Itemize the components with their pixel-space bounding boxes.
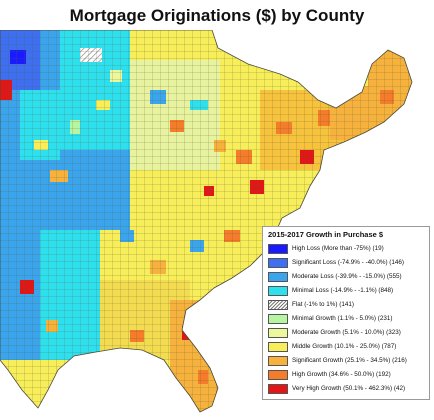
legend-swatch: [268, 341, 288, 352]
legend-item-minimal-growth: Minimal Growth (1.1% - 5.0%) (231): [268, 313, 392, 324]
county-map: [0, 30, 413, 413]
legend-swatch: [268, 327, 288, 338]
legend-swatch: [268, 257, 288, 268]
legend-swatch: [268, 243, 288, 254]
legend-swatch: [268, 369, 288, 380]
legend-item-moderate-growth: Moderate Growth (5.1% - 10.0%) (323): [268, 327, 401, 338]
legend-label: Flat (-1% to 1%) (141): [292, 301, 354, 308]
legend-label: Minimal Loss (-14.9% - -1.1%) (848): [292, 287, 394, 294]
legend-label: Very High Growth (50.1% - 462.3%) (42): [292, 385, 406, 392]
legend-item-flat: Flat (-1% to 1%) (141): [268, 299, 354, 310]
legend-label: High Loss (More than -75%) (19): [292, 245, 384, 252]
legend-label: Moderate Loss (-39.9% - -15.0%) (555): [292, 273, 402, 280]
legend-item-high-growth: High Growth (34.6% - 50.0%) (192): [268, 369, 391, 380]
legend-label: Moderate Growth (5.1% - 10.0%) (323): [292, 329, 401, 336]
legend-title: 2015-2017 Growth in Purchase $: [268, 230, 384, 239]
legend-swatch: [268, 355, 288, 366]
legend-swatch: [268, 285, 288, 296]
legend-label: Significant Growth (25.1% - 34.5%) (216): [292, 357, 407, 364]
legend-swatch-hatched: [268, 299, 288, 310]
legend-item-significant-loss: Significant Loss (-74.9% - -40.0%) (146): [268, 257, 404, 268]
legend-item-high-loss: High Loss (More than -75%) (19): [268, 243, 384, 254]
legend-item-minimal-loss: Minimal Loss (-14.9% - -1.1%) (848): [268, 285, 393, 296]
legend-swatch: [268, 313, 288, 324]
legend-swatch: [268, 383, 288, 394]
map-title: Mortgage Originations ($) by County: [69, 6, 365, 25]
legend-item-very-high-growth: Very High Growth (50.1% - 462.3%) (42): [268, 383, 405, 394]
legend-panel: 2015-2017 Growth in Purchase $ High Loss…: [262, 226, 430, 400]
legend-label: Significant Loss (-74.9% - -40.0%) (146): [292, 259, 404, 266]
legend-item-moderate-loss: Moderate Loss (-39.9% - -15.0%) (555): [268, 271, 402, 282]
legend-item-significant-growth: Significant Growth (25.1% - 34.5%) (216): [268, 355, 407, 366]
legend-swatch: [268, 271, 288, 282]
legend-item-middle-growth: Middle Growth (10.1% - 25.0%) (787): [268, 341, 396, 352]
legend-label: High Growth (34.6% - 50.0%) (192): [292, 371, 391, 378]
legend-label: Minimal Growth (1.1% - 5.0%) (231): [292, 315, 393, 322]
legend-label: Middle Growth (10.1% - 25.0%) (787): [292, 343, 397, 350]
